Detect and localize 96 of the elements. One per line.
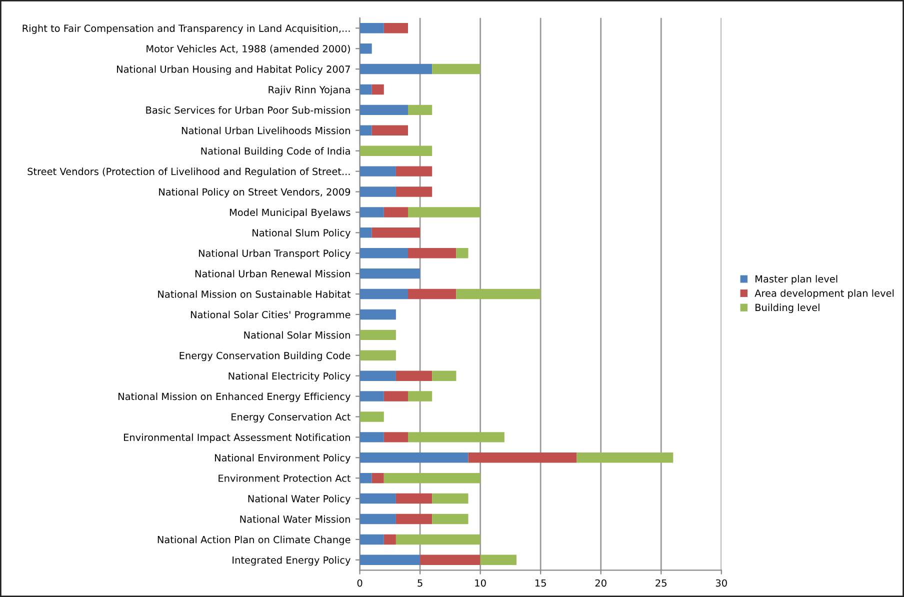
x-tick-label: 20 <box>595 579 606 587</box>
y-tick-label: National Electricity Policy <box>228 372 350 382</box>
y-tick-label: Integrated Energy Policy <box>232 556 350 566</box>
x-tick-label: 15 <box>535 579 546 587</box>
bar <box>408 432 504 442</box>
y-tick-label: National Slum Policy <box>252 228 350 238</box>
bar <box>420 554 480 566</box>
y-tick-label: Basic Services for Urban Poor Sub-mission <box>146 106 350 114</box>
x-tick-label: 25 <box>656 579 666 587</box>
bar <box>360 514 396 524</box>
bar <box>396 186 432 197</box>
y-tick-label: National Policy on Street Vendors, 2009 <box>159 188 350 198</box>
bar <box>360 104 408 116</box>
bar <box>396 370 432 381</box>
y-tick-label: National Building Code of India <box>201 147 350 157</box>
y-tick-label: Rajiv Rinn Yojana <box>268 86 350 96</box>
bar <box>432 370 456 381</box>
bar <box>408 207 480 218</box>
y-tick-label: National Urban Livelihoods Mission <box>182 126 350 134</box>
bar <box>408 248 456 258</box>
y-tick-label: National Water Mission <box>240 515 350 523</box>
y-tick-label: Energy Conservation Act <box>232 413 351 422</box>
bar <box>408 391 432 402</box>
bar <box>396 534 480 545</box>
legend-label: Master plan level <box>756 275 838 284</box>
y-tick-label: National Solar Mission <box>244 331 350 339</box>
bar <box>360 186 396 197</box>
bar <box>384 207 408 218</box>
bar <box>384 472 480 484</box>
x-tick-label: 10 <box>475 579 486 587</box>
bar <box>576 452 674 463</box>
y-tick-label: Environmental Impact Assessment Notification <box>124 434 350 443</box>
bar <box>360 391 384 402</box>
y-tick-label: National Environment Policy <box>214 454 350 464</box>
y-tick-label: Right to Fair Compensation and Transparency in Land Acquisition,... <box>22 24 350 34</box>
bar <box>384 23 408 34</box>
y-tick-label: National Urban Renewal Mission <box>195 270 350 278</box>
y-tick-label: Energy Conservation Building Code <box>180 352 350 362</box>
bar <box>360 412 384 422</box>
y-tick-label: National Solar Cities' Programme <box>190 310 350 320</box>
bar <box>372 228 420 238</box>
bar <box>396 493 432 504</box>
x-tick-label: 5 <box>418 579 422 587</box>
y-tick-label: Environment Protection Act <box>218 474 351 482</box>
bar <box>372 472 384 484</box>
bar <box>384 432 408 442</box>
bar <box>360 146 432 156</box>
bar <box>456 288 541 300</box>
bar <box>360 23 384 34</box>
bar <box>360 288 408 300</box>
y-tick-label: Motor Vehicles Act, 1988 (amended 2000) <box>146 44 350 54</box>
bar <box>360 64 432 74</box>
y-tick-label: National Urban Housing and Habitat Policy 2007 <box>117 65 350 75</box>
bar <box>360 248 408 258</box>
bar <box>408 288 456 300</box>
legend-label: Area development plan level <box>754 289 894 299</box>
bar <box>360 125 372 136</box>
legend-label: Building level <box>756 304 820 313</box>
bar <box>360 207 384 218</box>
bar <box>360 452 468 463</box>
bar <box>396 514 432 524</box>
y-tick-label: Model Municipal Byelaws <box>230 208 350 218</box>
bar <box>432 64 480 74</box>
bar <box>408 104 432 116</box>
x-tick-label: 30 <box>716 579 727 587</box>
bar <box>360 228 372 238</box>
bar <box>372 125 408 136</box>
bar <box>360 268 420 279</box>
y-tick-label: National Urban Transport Policy <box>198 249 350 259</box>
bar <box>360 472 372 484</box>
x-tick-label: 0 <box>357 579 362 587</box>
bar <box>396 166 432 176</box>
bar <box>360 370 396 381</box>
y-tick-label: National Water Policy <box>248 494 350 504</box>
bar <box>360 493 396 504</box>
bar <box>372 84 384 95</box>
bar <box>384 534 396 545</box>
bar <box>360 330 396 340</box>
bar <box>360 309 396 320</box>
y-tick-label: National Mission on Enhanced Energy Efficiency <box>118 392 350 402</box>
bar <box>480 554 516 566</box>
bar <box>360 43 372 54</box>
bar <box>360 84 372 95</box>
bar <box>360 432 384 442</box>
bar <box>360 166 396 176</box>
y-tick-label: Street Vendors (Protection of Livelihood and Regulation of Street... <box>28 168 350 178</box>
y-tick-label: National Mission on Sustainable Habitat <box>158 290 351 298</box>
bar <box>360 554 420 566</box>
bar <box>468 452 577 463</box>
bar <box>360 534 384 545</box>
bar <box>384 391 408 402</box>
y-tick-label: National Action Plan on Climate Change <box>158 536 350 546</box>
bar <box>432 493 468 504</box>
bar <box>360 350 396 360</box>
bar <box>432 514 468 524</box>
bar <box>456 248 468 258</box>
